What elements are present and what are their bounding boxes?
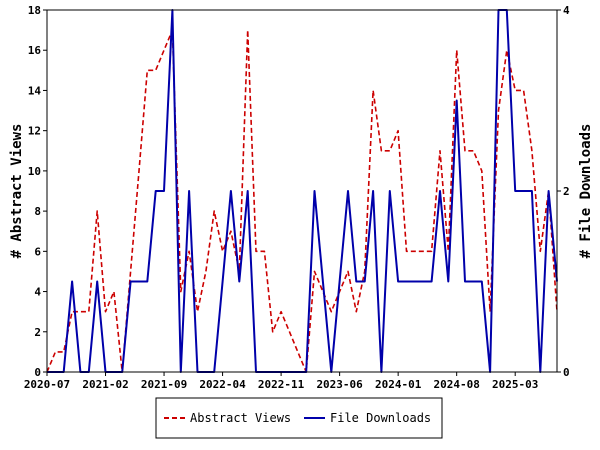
y-left-tick-label: 8 xyxy=(34,205,41,218)
y-right-tick-label: 4 xyxy=(563,4,570,17)
x-tick-label: 2022-04 xyxy=(199,378,246,391)
x-tick-label: 2023-06 xyxy=(316,378,363,391)
y-axis-left-label: # Abstract Views xyxy=(9,124,25,259)
series-line-abstract-views xyxy=(46,29,558,373)
x-tick-label: 2021-02 xyxy=(82,378,128,391)
axes: 0 2 4 6 8 10 12 14 16 18 0 2 4 2020-07 2021-02 2021-09 2… xyxy=(24,4,570,391)
x-tick-label: 2025-03 xyxy=(492,378,538,391)
x-tick-label: 2024-01 xyxy=(375,378,422,391)
plot-area xyxy=(47,10,557,372)
y-left-tick-label: 10 xyxy=(28,165,41,178)
y-left-tick-label: 16 xyxy=(28,44,42,57)
x-tick-label: 2022-11 xyxy=(258,378,305,391)
y-left-tick-label: 18 xyxy=(28,4,41,17)
legend-label-file-downloads: File Downloads xyxy=(330,411,431,425)
y-left-tick-label: 6 xyxy=(34,245,41,258)
plot-background xyxy=(47,10,557,372)
legend: Abstract Views File Downloads xyxy=(155,397,443,439)
y-left-tick-label: 4 xyxy=(34,286,41,299)
y-axis-right-label: # File Downloads xyxy=(578,124,594,259)
y-left-tick-label: 14 xyxy=(28,84,42,97)
y-right-tick-label: 2 xyxy=(563,185,570,198)
y-left-tick-label: 2 xyxy=(34,326,41,339)
legend-box xyxy=(155,397,443,439)
x-tick-label: 2020-07 xyxy=(24,378,70,391)
y-left-tick-label: 0 xyxy=(34,366,41,379)
y-right-tick-label: 0 xyxy=(563,366,570,379)
x-tick-label: 2021-09 xyxy=(141,378,187,391)
legend-label-abstract-views: Abstract Views xyxy=(190,411,291,425)
x-tick-label: 2024-08 xyxy=(433,378,479,391)
y-left-tick-label: 12 xyxy=(28,125,41,138)
